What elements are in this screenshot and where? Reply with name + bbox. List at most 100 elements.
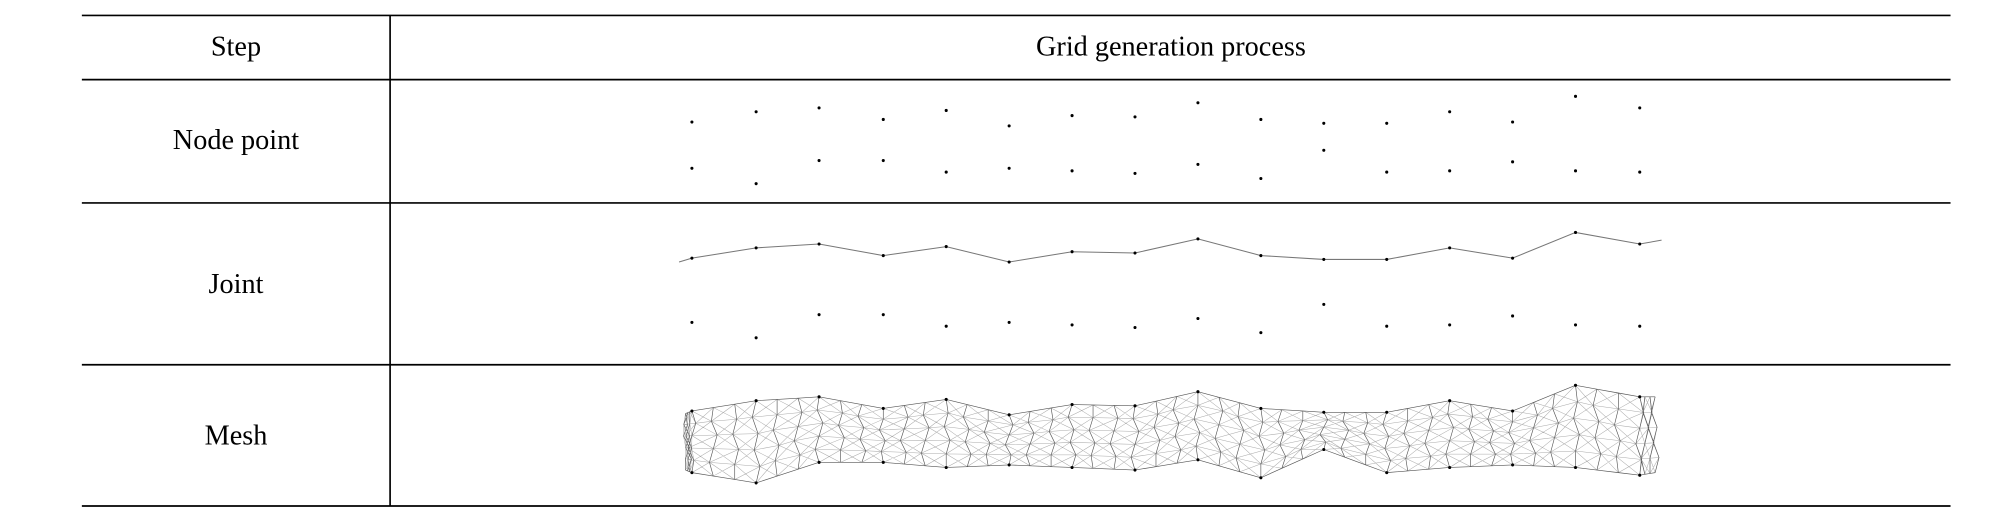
node-point (1573, 94, 1578, 98)
node-point (690, 120, 694, 124)
node-point (1573, 383, 1578, 387)
node-point (1448, 169, 1452, 173)
node-point (1259, 331, 1263, 335)
node-point (1322, 410, 1326, 414)
node-point (1007, 260, 1011, 264)
node-point (1511, 120, 1515, 124)
node-point (690, 256, 694, 260)
step-label: Mesh (205, 420, 268, 451)
node-point (1448, 323, 1452, 327)
node-point (1638, 106, 1642, 110)
node-point (817, 460, 821, 464)
node-point (881, 460, 885, 464)
header-cell: Step (211, 31, 261, 62)
node-point (754, 246, 758, 250)
node-point (944, 465, 948, 470)
node-point (754, 182, 758, 186)
node-point (1133, 404, 1137, 408)
node-point (1322, 447, 1326, 452)
node-point (817, 242, 821, 246)
node-point (817, 106, 821, 110)
node-point (1007, 124, 1011, 128)
node-point (1448, 246, 1452, 250)
node-point (1196, 458, 1200, 462)
node-point (881, 406, 885, 410)
node-point (1385, 170, 1389, 174)
node-point (1573, 465, 1578, 470)
node-point (690, 471, 694, 475)
grid-illustrations (678, 94, 1662, 485)
node-point (1259, 254, 1263, 258)
node-point (1511, 314, 1515, 318)
header-cell: Grid generation process (1036, 31, 1306, 62)
node-point (1196, 237, 1200, 241)
node-point (1385, 121, 1389, 125)
node-point (1007, 413, 1011, 417)
node-point (1638, 473, 1642, 477)
node-point (1070, 250, 1074, 254)
node-point (817, 158, 821, 163)
node-point (1448, 399, 1452, 403)
node-point (1070, 465, 1074, 470)
node-point (1385, 471, 1389, 475)
node-point (1007, 320, 1011, 324)
node-point (1638, 324, 1642, 328)
node-point (1259, 117, 1263, 121)
node-point (1196, 316, 1200, 321)
node-point (944, 108, 948, 112)
node-point (1638, 395, 1642, 399)
node-point (1573, 230, 1578, 235)
node-point (754, 399, 758, 403)
node-point (1511, 409, 1515, 413)
node-point (817, 313, 821, 317)
node-point (1070, 323, 1074, 327)
node-point (1196, 162, 1200, 166)
node-point (1638, 242, 1642, 246)
node-point (1511, 256, 1515, 260)
node-point (1007, 166, 1011, 170)
node-point (1133, 171, 1137, 175)
step-label: Joint (209, 269, 264, 300)
node-point (754, 336, 758, 340)
node-point (1133, 115, 1137, 119)
node-point (1007, 463, 1011, 467)
node-point (944, 170, 948, 174)
node-point (881, 254, 885, 258)
node-point (1259, 176, 1263, 181)
node-point (1322, 121, 1326, 125)
node-point (1573, 169, 1578, 173)
node-point (1133, 251, 1137, 255)
node-point (1448, 110, 1452, 114)
node-point (690, 166, 694, 170)
node-point (1133, 325, 1137, 330)
step-label: Node point (173, 125, 299, 156)
node-point (1196, 101, 1200, 105)
node-point (1070, 114, 1074, 118)
node-point (1385, 410, 1389, 414)
mesh-lines (683, 384, 1660, 484)
node-point (1070, 403, 1074, 407)
node-point (1638, 170, 1642, 174)
node-point (1259, 406, 1263, 410)
node-point (944, 324, 948, 328)
node-point (1259, 476, 1263, 480)
node-point (690, 320, 694, 324)
node-point (881, 158, 885, 163)
node-point (1511, 463, 1515, 467)
node-point (1133, 468, 1137, 472)
node-point (881, 313, 885, 317)
node-point (1448, 465, 1452, 470)
node-point (1322, 302, 1326, 306)
node-point (1322, 148, 1326, 152)
node-point (1385, 257, 1389, 261)
node-point (817, 395, 821, 399)
node-point (1070, 169, 1074, 173)
joint-line (678, 231, 1662, 263)
node-point (690, 409, 694, 413)
node-point (1385, 324, 1389, 328)
mesh-diagonals (683, 385, 1660, 484)
node-point (1322, 257, 1326, 261)
node-point (1511, 160, 1515, 164)
node-point (944, 245, 948, 249)
